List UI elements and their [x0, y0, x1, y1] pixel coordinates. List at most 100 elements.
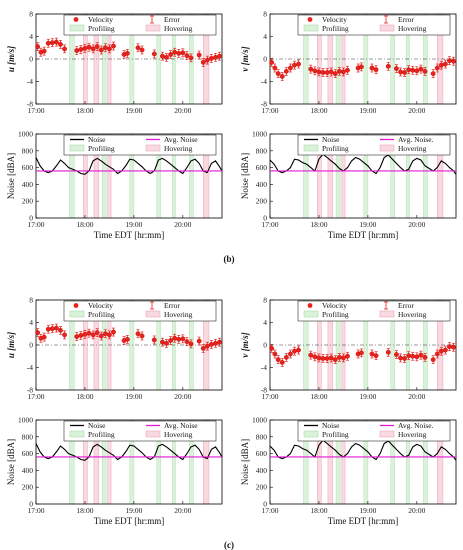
velocity-point: [406, 67, 412, 73]
velocity-point: [200, 59, 206, 65]
y-tick-label: 1000: [18, 130, 33, 139]
y-tick-label: 600: [256, 449, 268, 458]
legend-box: [63, 14, 217, 36]
legend: Velocity Error Profiling Hovering: [297, 300, 451, 322]
x-axis-label: Time EDT [hr:mm]: [328, 516, 399, 526]
x-tick-label: 18:00: [76, 106, 93, 115]
y-axis-label: v [m/s]: [240, 332, 250, 357]
x-tick-label: 17:00: [261, 220, 278, 229]
y-tick-label: 0: [29, 55, 33, 64]
legend-entry: Hovering: [398, 144, 427, 153]
velocity-point: [41, 334, 47, 340]
legend-profiling-swatch: [303, 24, 319, 32]
legend: Noise Avg. Noise Profiling Hovering: [63, 134, 217, 156]
y-tick-label: 4: [29, 32, 33, 41]
velocity-point: [345, 353, 350, 359]
velocity-point: [394, 352, 399, 357]
legend-entry: Hovering: [164, 430, 193, 439]
legend-profiling-swatch: [69, 310, 85, 318]
velocity-point: [217, 53, 222, 59]
plots-layer: 840-4-817:00 18:00 19:00 20:00u [m/s]Veloci…: [6, 10, 457, 526]
y-axis-label: Noise [dBA]: [6, 439, 16, 485]
axes-frame: [269, 133, 457, 219]
legend-entry: Error: [398, 15, 414, 24]
velocity-point: [180, 336, 186, 342]
velocity-point: [94, 44, 100, 50]
y-tick-label: 8: [263, 10, 267, 19]
velocity-point: [328, 355, 334, 361]
velocity-point: [53, 325, 59, 331]
velocity-point: [373, 353, 379, 359]
legend-hovering-swatch: [379, 430, 395, 438]
velocity-point: [336, 354, 342, 360]
y-tick-label: 400: [22, 180, 34, 189]
legend-hovering-swatch: [145, 144, 161, 152]
velocity-point: [188, 55, 194, 61]
velocity-point: [358, 350, 364, 356]
noise-line: [35, 443, 223, 461]
y-tick-label: 0: [263, 500, 267, 509]
velocity-point: [312, 354, 318, 360]
x-tick-label: 18:00: [76, 392, 93, 401]
y-tick-label: 1000: [252, 416, 267, 425]
velocity-point: [414, 68, 420, 74]
x-tick-label: 20:00: [408, 220, 425, 229]
velocity-point: [279, 74, 285, 79]
y-tick-label: 0: [263, 214, 267, 223]
x-tick-label: 19:00: [359, 106, 376, 115]
y-tick-label: 800: [256, 432, 268, 441]
chart-panel-5: 8 4 0 -4 -817:00 18:00 19:00 20:00 v [m/s] Veloci…: [240, 296, 457, 401]
y-tick-label: 0: [263, 55, 267, 64]
legend-entry: Profiling: [88, 144, 115, 153]
velocity-point: [269, 345, 275, 351]
y-tick-label: 1000: [18, 416, 33, 425]
x-axis-label: Time EDT [hr:mm]: [94, 230, 165, 240]
legend-box: [297, 14, 451, 36]
velocity-point: [78, 333, 84, 338]
velocity-point: [358, 64, 364, 70]
y-tick-label: -8: [27, 100, 33, 109]
legend-entry: Velocity: [88, 15, 113, 24]
x-tick-label: 20:00: [408, 106, 425, 115]
velocity-point: [35, 44, 41, 50]
legend-entry: Noise: [322, 135, 340, 144]
legend-entry: Hovering: [164, 144, 193, 153]
velocity-point: [414, 354, 420, 360]
y-tick-label: 400: [256, 466, 268, 475]
y-tick-label: 8: [29, 10, 33, 19]
velocity-point: [208, 56, 214, 61]
velocity-point: [82, 45, 88, 51]
x-tick-label: 19:00: [125, 392, 142, 401]
x-tick-label: 20:00: [174, 506, 191, 515]
legend-entry: Velocity: [322, 15, 347, 24]
velocity-point: [287, 351, 293, 357]
axes-frame: [35, 133, 223, 219]
velocity-point: [90, 332, 96, 338]
velocity-point: [296, 347, 301, 353]
y-tick-label: 600: [22, 449, 34, 458]
velocity-point: [151, 337, 157, 343]
velocity-point: [406, 353, 412, 359]
velocity-point: [35, 330, 41, 336]
velocity-point: [275, 71, 281, 77]
y-tick-label: 400: [22, 466, 34, 475]
velocity-point: [184, 53, 190, 59]
velocity-point: [341, 69, 346, 75]
chart-panel-2: 1000 800 600 400 200 017:00 18:00 19:00 20:00 Noi…: [6, 130, 223, 240]
velocity-point: [111, 43, 116, 49]
legend-entry: Profiling: [322, 144, 349, 153]
velocity-point: [78, 47, 84, 52]
legend-box: [297, 134, 451, 156]
legend-profiling-swatch: [303, 144, 319, 152]
velocity-point: [442, 347, 448, 353]
legend-entry: Error: [164, 15, 180, 24]
x-tick-label: 20:00: [174, 220, 191, 229]
velocity-point: [102, 331, 108, 337]
velocity-point: [332, 357, 338, 363]
x-tick-label: 17:00: [261, 106, 278, 115]
y-tick-label: 4: [263, 318, 267, 327]
legend-entry: Hovering: [398, 430, 427, 439]
y-tick-label: 200: [256, 483, 268, 492]
y-tick-label: 200: [22, 197, 34, 206]
velocity-point: [430, 71, 436, 77]
